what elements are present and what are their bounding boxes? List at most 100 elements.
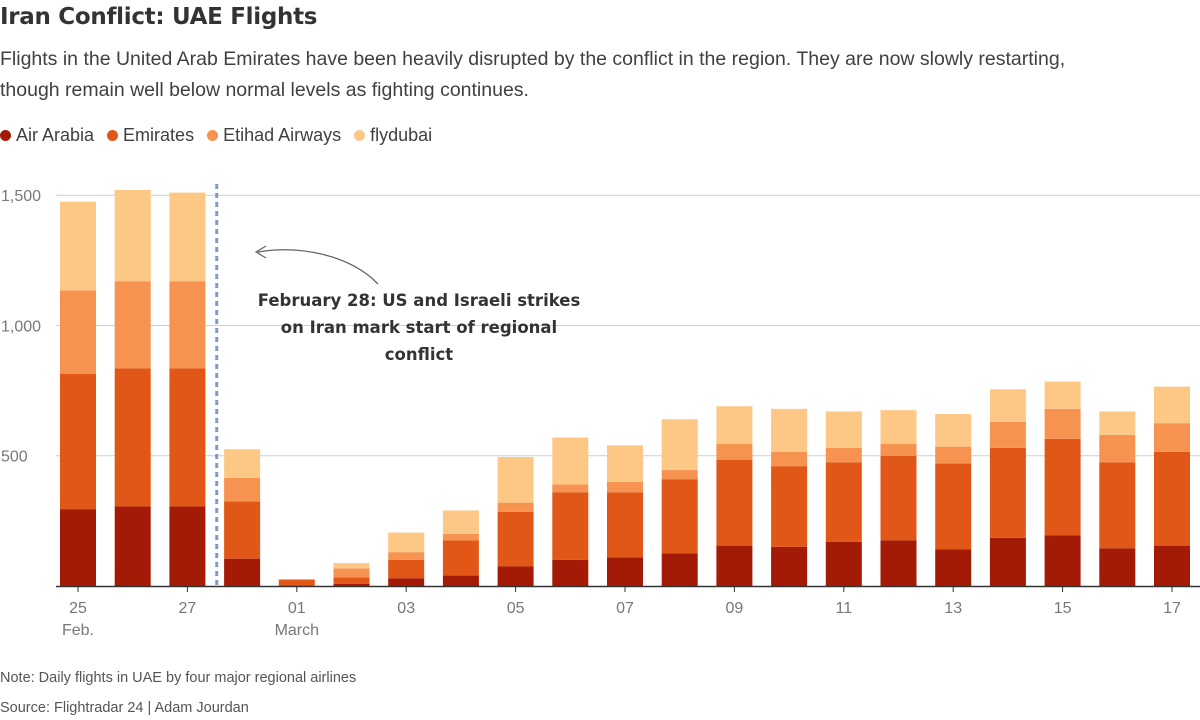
chart-note: Note: Daily flights in UAE by four major… (0, 670, 357, 686)
bar-segment (388, 559, 425, 579)
bar-segment (1154, 451, 1190, 546)
bar-segment (880, 410, 917, 445)
event-annotation-line: February 28: US and Israeli strikes (258, 291, 581, 310)
bar-segment (224, 477, 261, 502)
bar-segment (771, 546, 808, 586)
bar-segment (552, 492, 589, 560)
bar-segment (169, 368, 206, 507)
legend-swatch-flydubai (354, 130, 366, 141)
bar-segment (989, 421, 1026, 448)
bar-segment (114, 281, 151, 369)
y-tick-label: 500 (1, 449, 28, 466)
bar-segment (607, 481, 643, 493)
legend-swatch-etihad (207, 130, 219, 141)
bar-segment (1099, 462, 1136, 549)
bar-segment (716, 444, 753, 460)
x-tick-sublabel: Feb. (62, 622, 94, 639)
bar-segment (1099, 434, 1136, 463)
chart-source: Source: Flightradar 24 | Adam Jourdan (0, 700, 249, 716)
legend-label: Etihad Airways (223, 125, 342, 145)
bar-segment (60, 201, 96, 291)
bar-segment (114, 190, 151, 282)
bar-segment (497, 502, 534, 512)
bar-segment (1099, 548, 1136, 586)
bar-segment (497, 566, 534, 586)
bar-segment (989, 537, 1026, 586)
bar-segment (935, 414, 972, 447)
bar-segment (388, 578, 425, 586)
bar-segment (333, 577, 370, 584)
bar-segment (1099, 411, 1136, 435)
bar-segment (880, 540, 917, 586)
bar-segment (771, 451, 808, 467)
bar-segment (825, 541, 862, 586)
bar-segment (1154, 545, 1190, 586)
bar-segment (388, 552, 425, 560)
bar-segment (607, 492, 643, 558)
bar-segment (497, 511, 534, 567)
x-tick-label: 17 (1163, 600, 1181, 617)
bar-segment (1044, 535, 1081, 586)
bar-segment (224, 449, 261, 478)
x-tick-sublabel: March (275, 622, 319, 639)
bar-segment (60, 509, 96, 586)
bar-segment (333, 583, 370, 586)
bar-segment (989, 447, 1026, 538)
bar-segment (1154, 386, 1190, 424)
bar-segment (661, 479, 698, 554)
chart-subtitle: Flights in the United Arab Emirates have… (0, 48, 1066, 101)
bar-segment (935, 463, 972, 550)
chart-title: Iran Conflict: UAE Flights (0, 4, 318, 30)
bar-segment (442, 510, 479, 534)
bar-segment (716, 406, 753, 445)
bar-segment (278, 579, 315, 586)
bar-segment (880, 455, 917, 541)
x-tick-label: 11 (835, 600, 852, 617)
legend: Air Arabia Emirates Etihad Airways flydu… (0, 125, 445, 146)
bar-segment (1044, 408, 1081, 439)
x-tick-label: 01 (288, 600, 306, 617)
event-annotation-line: on Iran mark start of regional (281, 318, 557, 337)
bar-segment (224, 558, 261, 586)
bar-segment (169, 506, 206, 586)
event-annotation-line: conflict (385, 345, 454, 364)
bar-segment (661, 470, 698, 480)
bar-segment (442, 540, 479, 576)
bar-segment (224, 501, 261, 559)
x-tick-label: 13 (944, 600, 962, 617)
bar-segment (60, 290, 96, 374)
bar-segment (716, 459, 753, 546)
bar-segment (771, 466, 808, 547)
bar-segment (442, 533, 479, 541)
bar-segment (825, 411, 862, 448)
bar-segment (771, 408, 808, 452)
legend-label: Air Arabia (16, 125, 95, 145)
bar-segment (989, 389, 1026, 422)
bar-segment (114, 368, 151, 507)
annotation-arrow (257, 249, 379, 285)
legend-item-flydubai: flydubai (354, 125, 432, 146)
x-tick-label: 09 (726, 600, 744, 617)
legend-item-emirates: Emirates (107, 125, 194, 146)
bar-segment (552, 484, 589, 493)
bar-segment (935, 446, 972, 464)
annotation-arrowhead (254, 245, 267, 259)
bar-segment (935, 549, 972, 586)
legend-item-etihad: Etihad Airways (207, 125, 341, 146)
x-tick-label: 27 (179, 600, 197, 617)
bar-segment (825, 447, 862, 463)
bar-segment (169, 281, 206, 369)
legend-swatch-air-arabia (0, 130, 11, 141)
x-tick-label: 03 (397, 600, 415, 617)
bar-segment (388, 532, 425, 553)
legend-swatch-emirates (107, 130, 119, 141)
legend-label: flydubai (370, 125, 433, 145)
bar-segment (607, 445, 643, 482)
bar-segment (661, 419, 698, 471)
y-tick-label: 1,000 (1, 318, 41, 335)
bar-segment (497, 457, 534, 503)
bar-segment (880, 444, 917, 456)
bar-segment (1154, 423, 1190, 452)
bar-segment (552, 437, 589, 485)
x-tick-label: 05 (507, 600, 525, 617)
